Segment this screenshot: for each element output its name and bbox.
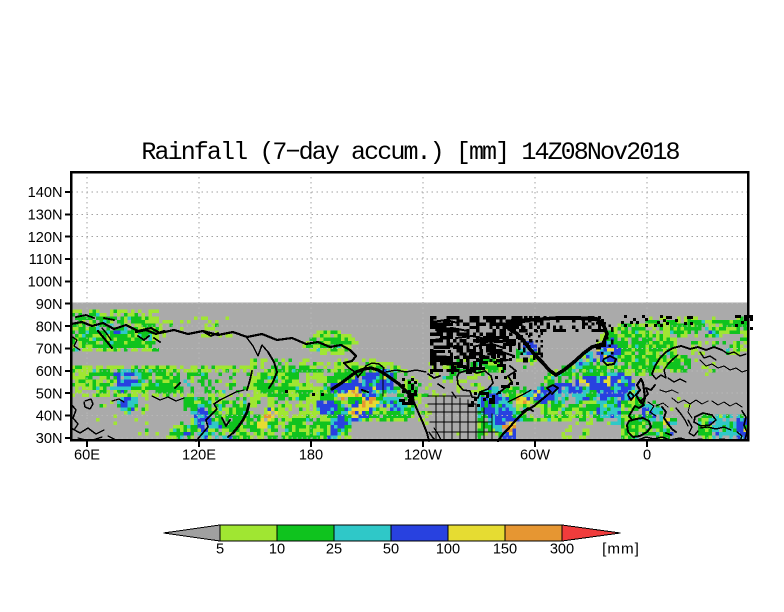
svg-text:140N: 140N: [28, 185, 63, 201]
svg-text:0: 0: [643, 448, 651, 464]
svg-text:90N: 90N: [36, 297, 63, 313]
svg-text:150: 150: [493, 542, 517, 558]
svg-text:25: 25: [326, 542, 342, 558]
svg-text:50N: 50N: [36, 386, 63, 402]
svg-text:Rainfall (7−day accum.) [mm] 1: Rainfall (7−day accum.) [mm] 14Z08Nov201…: [141, 138, 679, 167]
svg-text:110N: 110N: [29, 252, 63, 268]
svg-text:[mm]: [mm]: [602, 541, 640, 558]
svg-text:100N: 100N: [28, 275, 63, 291]
svg-text:60W: 60W: [520, 448, 550, 464]
svg-text:50: 50: [383, 542, 399, 558]
svg-text:80N: 80N: [36, 319, 63, 335]
svg-text:180: 180: [299, 448, 323, 464]
svg-text:100: 100: [436, 542, 460, 558]
svg-text:60N: 60N: [36, 364, 63, 380]
svg-text:30N: 30N: [36, 431, 63, 447]
svg-text:40N: 40N: [36, 409, 63, 425]
svg-text:120W: 120W: [404, 448, 442, 464]
svg-text:5: 5: [216, 542, 224, 558]
svg-text:10: 10: [269, 542, 285, 558]
svg-text:120N: 120N: [28, 230, 63, 246]
svg-text:120E: 120E: [182, 448, 216, 464]
svg-text:300: 300: [550, 542, 574, 558]
svg-text:70N: 70N: [36, 342, 63, 358]
svg-text:60E: 60E: [74, 448, 100, 464]
svg-text:130N: 130N: [28, 208, 63, 224]
